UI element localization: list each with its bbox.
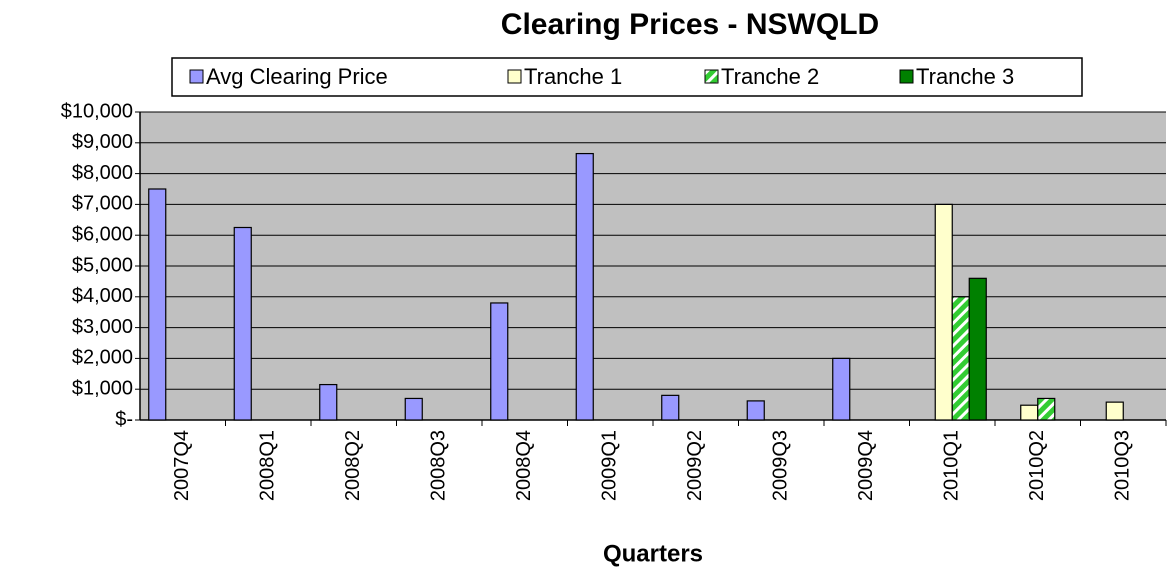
- bar: [404, 397, 423, 421]
- bar: [233, 226, 252, 421]
- legend-swatch: [899, 69, 914, 84]
- y-tick-label: $-: [115, 408, 133, 430]
- bar: [1105, 401, 1124, 421]
- bar: [490, 302, 509, 421]
- bar: [319, 383, 338, 421]
- legend-box: [171, 57, 1083, 97]
- x-tick-label: 2009Q4: [855, 430, 877, 501]
- x-tick-label: 2009Q3: [770, 430, 792, 501]
- bar: [934, 203, 953, 421]
- bar: [746, 400, 765, 421]
- legend-swatch: [189, 69, 204, 84]
- bar: [1037, 397, 1056, 421]
- y-tick-label: $8,000: [72, 162, 133, 184]
- x-tick-label: 2008Q1: [257, 430, 279, 501]
- x-tick-label: 2008Q3: [428, 430, 450, 501]
- legend-label: Tranche 3: [916, 64, 1014, 89]
- legend-swatch: [507, 69, 522, 84]
- x-tick-label: 2010Q2: [1026, 430, 1048, 501]
- legend-label: Tranche 2: [721, 64, 819, 89]
- bar: [968, 277, 987, 421]
- legend-swatch: [704, 69, 719, 84]
- bar: [148, 188, 167, 421]
- y-tick-label: $5,000: [72, 254, 133, 276]
- bar: [1020, 404, 1039, 421]
- bar: [661, 394, 680, 421]
- y-tick-label: $6,000: [72, 223, 133, 245]
- y-tick-label: $4,000: [72, 285, 133, 307]
- x-tick-label: 2008Q4: [513, 430, 535, 501]
- x-tick-label: 2010Q3: [1112, 430, 1134, 501]
- x-tick-label: 2010Q1: [941, 430, 963, 501]
- y-tick-label: $7,000: [72, 193, 133, 215]
- legend-label: Tranche 1: [524, 64, 622, 89]
- bar: [832, 357, 851, 421]
- y-tick-label: $1,000: [72, 377, 133, 399]
- y-tick-label: $9,000: [72, 131, 133, 153]
- x-tick-label: 2007Q4: [171, 430, 193, 501]
- x-tick-label: 2009Q1: [599, 430, 621, 501]
- chart-title: Clearing Prices - NSWQLD: [501, 8, 879, 41]
- y-tick-label: $10,000: [61, 100, 133, 122]
- x-tick-label: 2008Q2: [342, 430, 364, 501]
- bar: [951, 296, 970, 421]
- x-axis-title: Quarters: [603, 540, 703, 567]
- y-tick-label: $3,000: [72, 316, 133, 338]
- x-tick-label: 2009Q2: [684, 430, 706, 501]
- legend-label: Avg Clearing Price: [206, 64, 388, 89]
- bar: [575, 152, 594, 421]
- y-tick-label: $2,000: [72, 347, 133, 369]
